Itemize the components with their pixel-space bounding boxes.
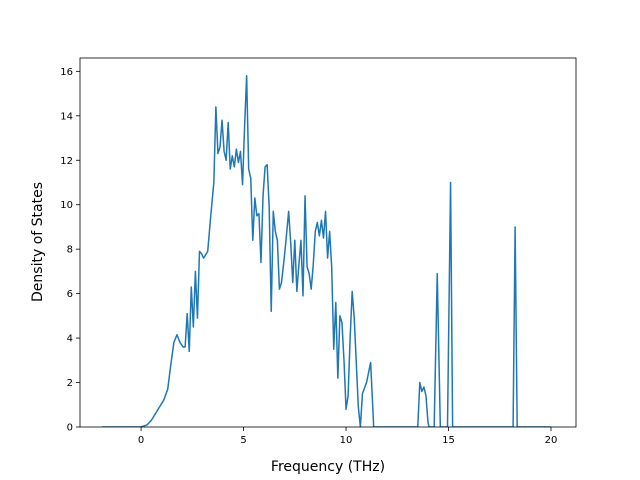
plot-frame <box>79 57 577 428</box>
y-axis-label: Density of States <box>30 182 46 302</box>
x-tick-label: 15 <box>442 435 455 446</box>
x-tick-label: 10 <box>340 435 353 446</box>
y-tick-label: 2 <box>67 378 73 389</box>
x-tick-label: 20 <box>545 435 558 446</box>
data-line <box>102 75 551 427</box>
y-tick-label: 6 <box>67 289 73 300</box>
y-tick-label: 16 <box>60 67 73 78</box>
y-tick-label: 10 <box>60 200 73 211</box>
y-tick-label: 14 <box>60 111 73 122</box>
y-tick-label: 8 <box>67 245 73 256</box>
x-axis-label: Frequency (THz) <box>271 459 385 475</box>
x-tick-label: 5 <box>240 435 246 446</box>
y-tick-label: 0 <box>67 423 73 434</box>
x-tick-label: 0 <box>138 435 144 446</box>
y-tick-label: 12 <box>60 156 73 167</box>
y-tick-label: 4 <box>67 334 73 345</box>
